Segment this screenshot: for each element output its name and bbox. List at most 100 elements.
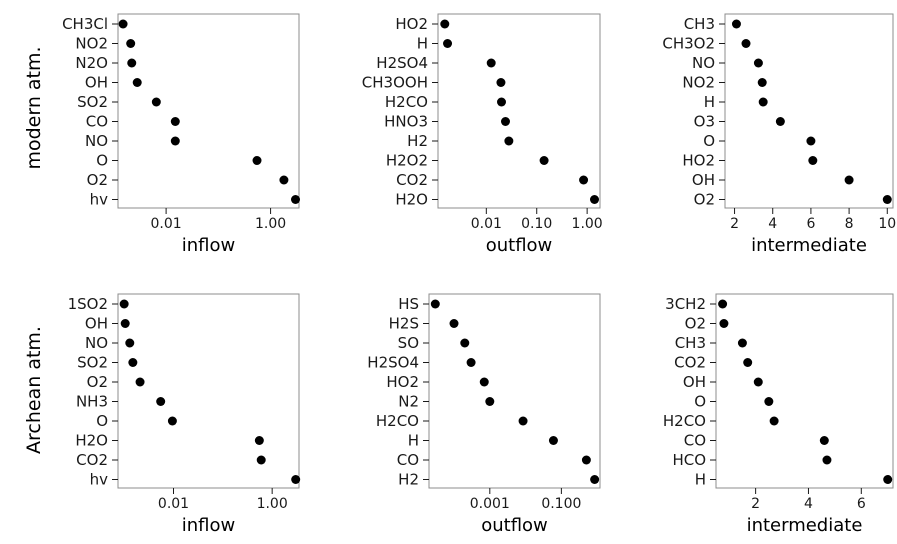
archean-outflow-point — [449, 319, 459, 328]
archean-outflow-point — [479, 377, 489, 387]
modern-intermediate-category-label: HO2 — [682, 152, 715, 170]
modern-intermediate-category-label: O3 — [694, 113, 715, 131]
archean-outflow-point — [590, 475, 600, 484]
modern-outflow-x-tick-label: 0.01 — [471, 216, 502, 232]
archean-outflow-category-label: N2 — [398, 393, 419, 411]
modern-inflow-category-label: N2O — [75, 54, 108, 72]
modern-outflow-category-label: CH3OOH — [362, 74, 428, 92]
modern-intermediate-category-label: OH — [692, 171, 715, 189]
modern-intermediate-point — [753, 58, 763, 68]
archean-inflow-category-label: H2O — [75, 432, 108, 450]
modern-intermediate-point — [731, 19, 741, 29]
archean-intermediate-point — [753, 377, 763, 387]
archean-intermediate-x-tick-label: 6 — [857, 496, 866, 512]
row-title-modern: modern atm. — [23, 46, 45, 169]
modern-outflow-x-tick-label: 0.10 — [521, 216, 552, 232]
modern-outflow-frame — [437, 13, 601, 209]
modern-inflow-category-label: NO2 — [75, 35, 108, 53]
modern-intermediate-category-label: H — [704, 93, 715, 111]
archean-inflow-x-tick-label: 1.00 — [257, 496, 288, 512]
archean-inflow-category-label: hv — [90, 471, 109, 489]
archean-inflow-point — [125, 338, 135, 348]
archean-inflow-category-label: 1SO2 — [68, 295, 108, 313]
modern-outflow-x-tick-label: 1.00 — [572, 216, 603, 232]
modern-inflow-point — [252, 156, 262, 165]
modern-intermediate-point — [775, 117, 785, 126]
modern-outflow-category-label: H2O2 — [386, 152, 428, 170]
modern-inflow-category-label: OH — [85, 74, 108, 92]
archean-inflow-point — [128, 358, 138, 367]
modern-inflow-point — [291, 195, 301, 204]
archean-outflow-category-label: SO — [398, 334, 419, 352]
modern-inflow-category-label: CH3Cl — [62, 15, 108, 33]
modern-outflow-point — [486, 58, 496, 68]
modern-intermediate-category-label: NO2 — [682, 74, 715, 92]
modern-outflow-x-axis-title: outflow — [486, 235, 553, 256]
archean-outflow-point — [430, 299, 440, 309]
modern-inflow-frame — [117, 13, 300, 209]
modern-outflow-category-label: CO2 — [396, 171, 428, 189]
modern-intermediate-point — [882, 195, 892, 204]
modern-intermediate-x-tick-label: 6 — [806, 216, 815, 232]
archean-intermediate-point — [718, 299, 728, 309]
archean-inflow-category-label: O — [96, 412, 108, 430]
archean-inflow-point — [291, 475, 301, 484]
modern-inflow-point — [118, 19, 128, 29]
archean-intermediate-point — [883, 475, 893, 484]
modern-intermediate-category-label: CH3O2 — [662, 35, 715, 53]
modern-outflow-point — [539, 156, 549, 165]
archean-intermediate-category-label: OH — [683, 373, 706, 391]
archean-outflow-point — [485, 397, 495, 406]
modern-inflow-category-label: SO2 — [77, 93, 108, 111]
archean-inflow-category-label: NH3 — [76, 393, 108, 411]
modern-intermediate-x-tick-label: 2 — [730, 216, 739, 232]
archean-inflow-x-tick-label: 0.01 — [158, 496, 189, 512]
modern-outflow-point — [443, 39, 453, 48]
archean-outflow-category-label: H2 — [398, 471, 419, 489]
archean-inflow-point — [156, 397, 166, 406]
archean-outflow-point — [466, 358, 476, 367]
modern-intermediate-frame — [724, 13, 894, 209]
archean-inflow-point — [119, 299, 129, 309]
modern-inflow-point — [279, 175, 289, 185]
modern-intermediate-point — [758, 97, 768, 107]
archean-intermediate-point — [719, 319, 729, 328]
archean-inflow-point — [254, 436, 264, 445]
archean-intermediate-point — [764, 397, 774, 406]
archean-outflow-point — [548, 436, 558, 445]
archean-intermediate-category-label: H2CO — [663, 412, 706, 430]
modern-inflow-point — [127, 58, 137, 68]
modern-inflow-category-label: CO — [86, 113, 108, 131]
archean-inflow-point — [256, 455, 266, 465]
modern-inflow-category-label: O — [96, 152, 108, 170]
archean-intermediate-x-tick-label: 2 — [751, 496, 760, 512]
archean-intermediate-category-label: 3CH2 — [665, 295, 706, 313]
archean-inflow-frame — [117, 293, 300, 489]
modern-intermediate-x-axis-title: intermediate — [751, 235, 867, 256]
archean-inflow-category-label: O2 — [87, 373, 108, 391]
archean-intermediate-category-label: HCO — [672, 451, 706, 469]
modern-inflow-x-axis-title: inflow — [182, 235, 235, 256]
archean-outflow-category-label: H2CO — [376, 412, 419, 430]
archean-intermediate-point — [769, 416, 779, 426]
modern-inflow-x-tick-label: 0.01 — [151, 216, 182, 232]
archean-inflow-category-label: CO2 — [76, 451, 108, 469]
modern-outflow-category-label: H2O — [395, 191, 428, 209]
archean-intermediate-category-label: O2 — [685, 315, 706, 333]
modern-inflow-point — [132, 78, 142, 87]
archean-outflow-point — [518, 416, 528, 426]
archean-inflow-point — [135, 377, 145, 387]
archean-outflow-category-label: H2S — [389, 315, 419, 333]
archean-inflow-point — [167, 416, 177, 426]
modern-outflow-point — [500, 117, 510, 126]
archean-intermediate-point — [819, 436, 829, 445]
archean-outflow-x-tick-label: 0.100 — [541, 496, 581, 512]
archean-inflow-x-axis-title: inflow — [182, 515, 235, 536]
modern-intermediate-point — [741, 39, 751, 48]
